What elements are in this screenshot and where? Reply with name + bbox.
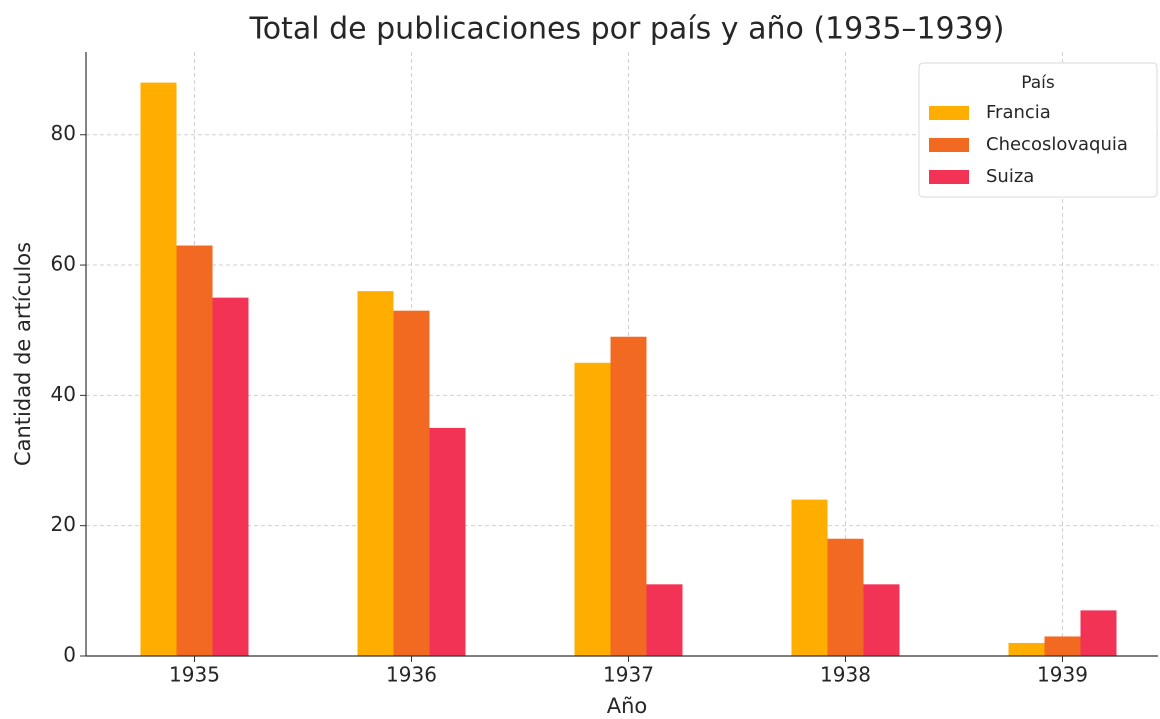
bar [140, 82, 177, 656]
bar [1044, 636, 1081, 656]
bar [212, 297, 249, 656]
x-axis-label: Año [607, 694, 648, 718]
bar [176, 245, 213, 656]
bar [646, 584, 683, 656]
bar [863, 584, 900, 656]
bar [429, 427, 466, 656]
legend-swatch [929, 170, 969, 184]
bar [827, 538, 864, 656]
legend-swatch [929, 138, 969, 152]
x-tick-label: 1936 [386, 663, 437, 687]
legend-title: País [1021, 73, 1055, 93]
legend-box [918, 62, 1158, 198]
legend-label: Checoslovaquia [986, 134, 1128, 155]
y-tick-label: 40 [51, 382, 76, 406]
y-tick-label: 80 [51, 121, 76, 145]
chart-title: Total de publicaciones por país y año (1… [249, 12, 1005, 47]
y-axis-label: Cantidad de artículos [11, 242, 35, 466]
y-tick-label: 0 [63, 643, 76, 667]
bar [791, 499, 828, 656]
bar [610, 336, 647, 656]
bar [1080, 610, 1117, 656]
bar [1008, 642, 1045, 656]
x-tick-label: 1937 [603, 663, 654, 687]
x-tick-label: 1935 [169, 663, 220, 687]
x-tick-label: 1939 [1037, 663, 1088, 687]
y-tick-label: 20 [51, 512, 76, 536]
legend-label: Francia [986, 102, 1051, 123]
legend-label: Suiza [986, 166, 1034, 187]
bar [357, 291, 394, 656]
bar [574, 362, 611, 656]
bar [393, 310, 430, 656]
x-tick-label: 1938 [820, 663, 871, 687]
legend-swatch [929, 106, 969, 120]
y-tick-label: 60 [51, 252, 76, 276]
